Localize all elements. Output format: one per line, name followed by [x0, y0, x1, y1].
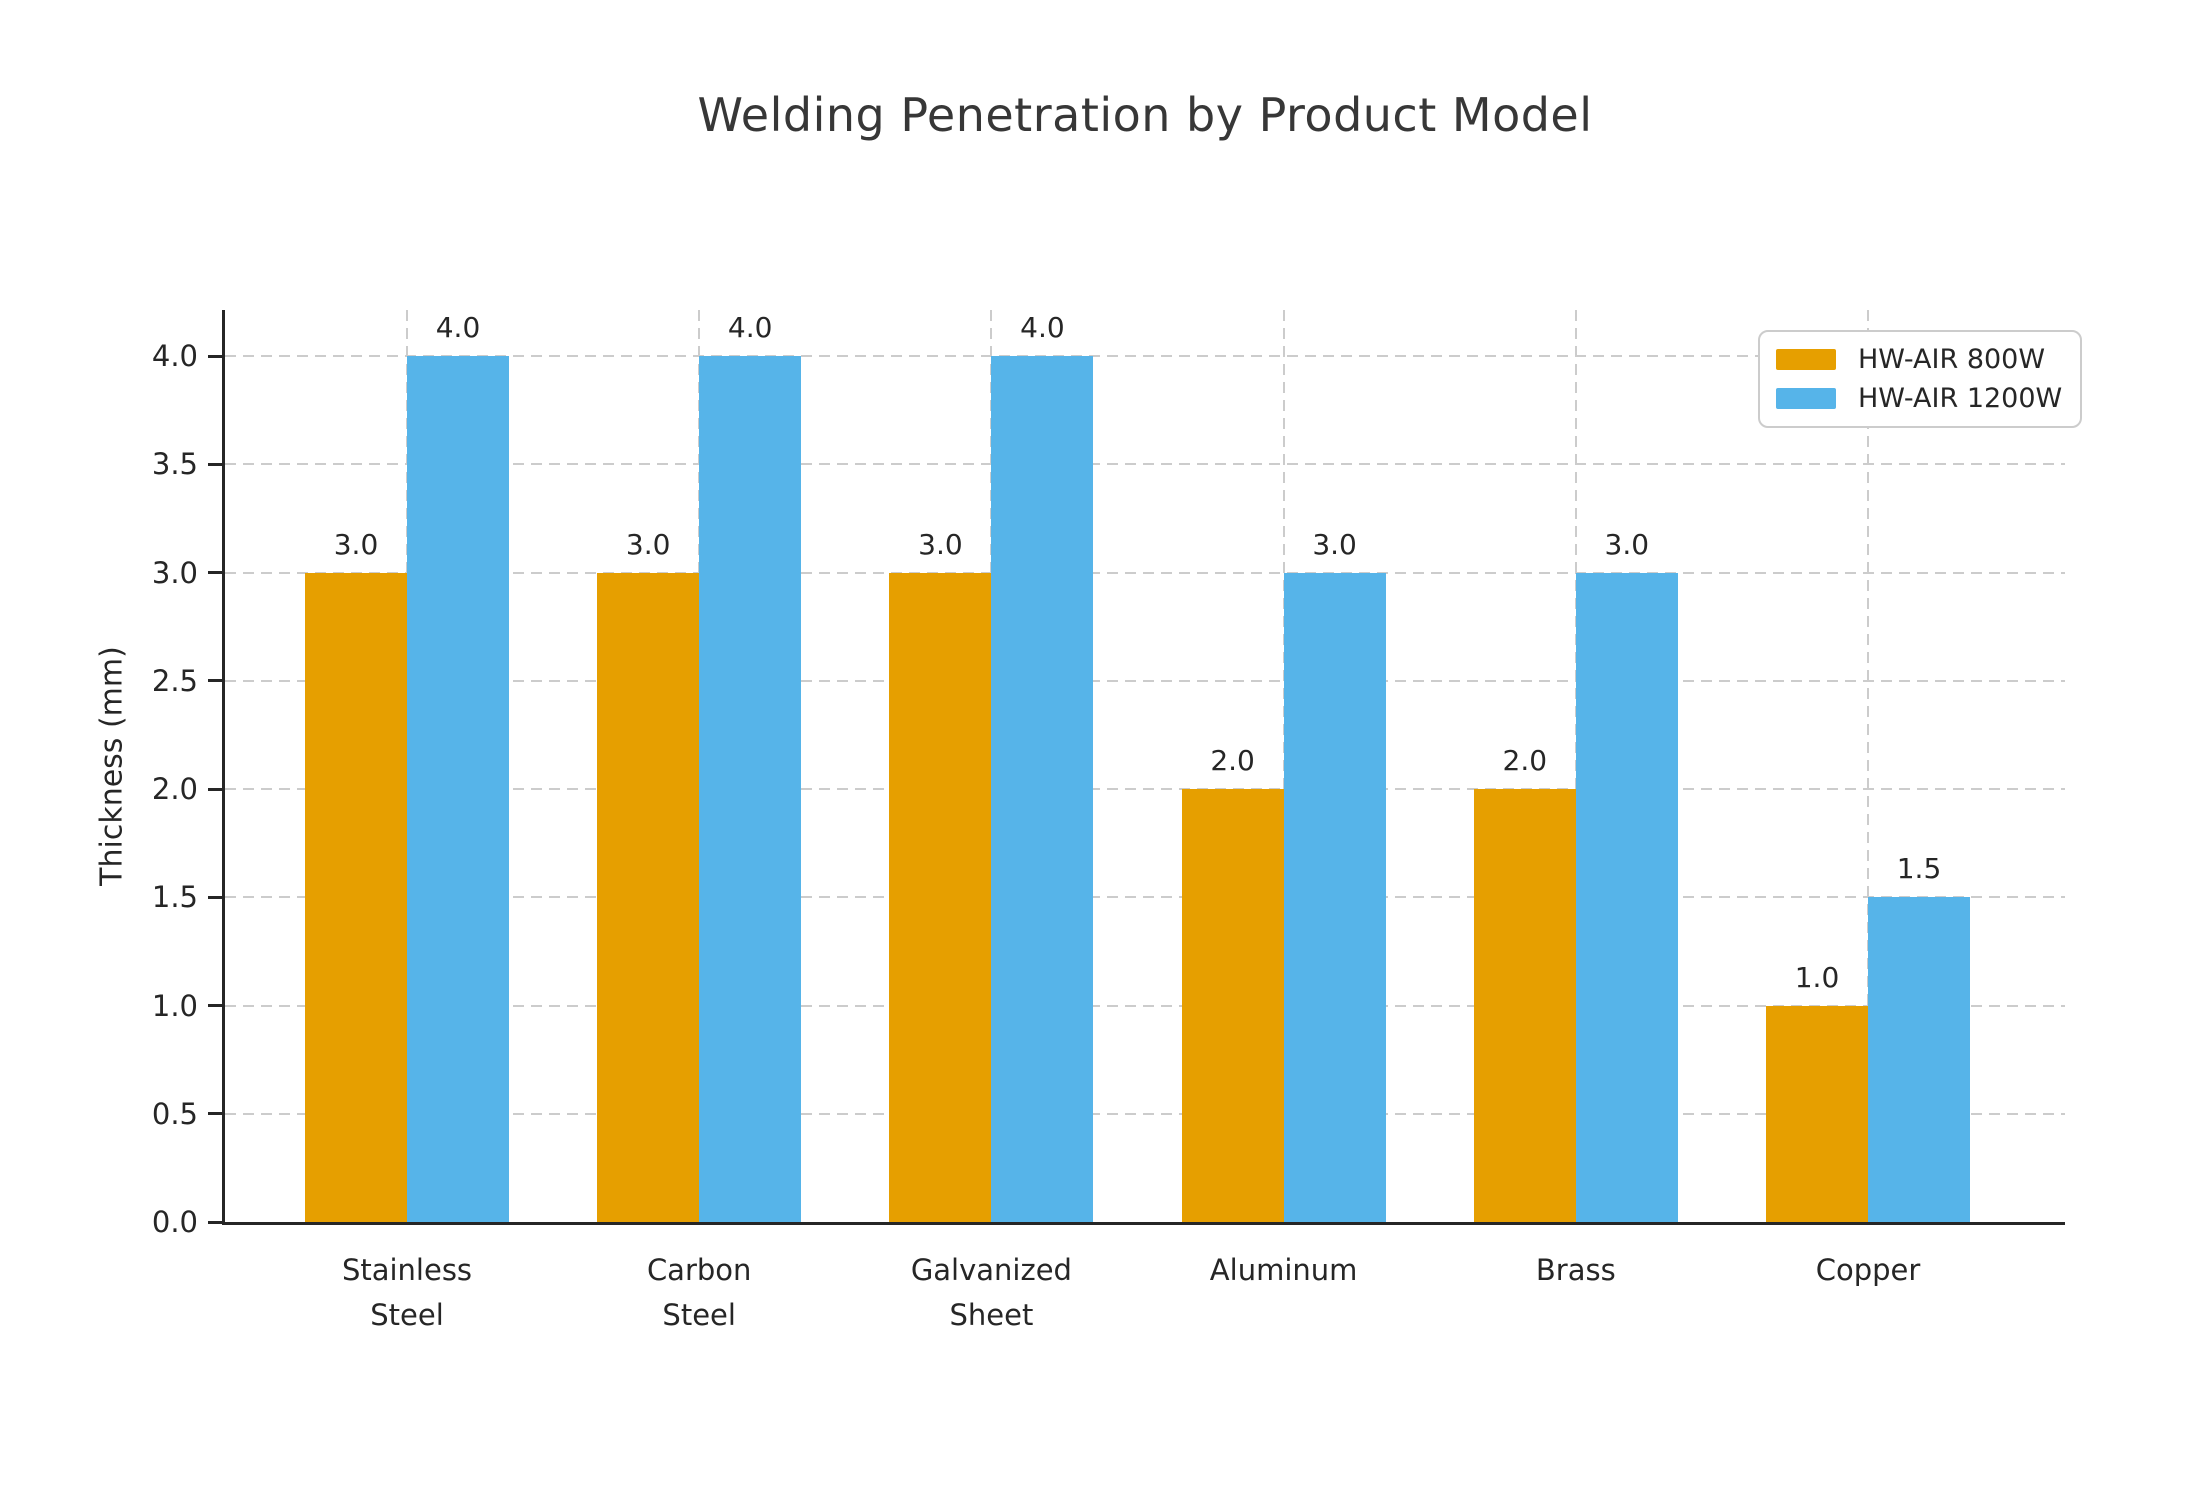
bar-hw-air-1200w-4	[1575, 572, 1678, 1222]
y-tick-mark	[208, 1004, 222, 1007]
bar-value-label: 4.0	[727, 311, 773, 344]
plot-area: 0.0 0.5 1.0 1.5 2.0 2.5 3.0 3.5 4.0 Stainless Ste…	[152, 310, 2065, 1332]
y-tick-label: 1.5	[151, 880, 198, 915]
legend: HW-AIR 800W HW-AIR 1200W	[1758, 330, 2083, 428]
chart-title: Welding Penetration by Product Model	[697, 88, 1593, 142]
bar-value-label: 3.0	[1312, 527, 1357, 561]
y-gridline	[225, 463, 2065, 466]
x-tick-label: Galvanized Sheet	[910, 1253, 1072, 1332]
y-tick-mark	[208, 895, 222, 899]
y-tick-mark	[208, 462, 222, 466]
y-tick-label: 3.0	[151, 555, 198, 590]
y-tick-label: 2.5	[151, 663, 198, 698]
bar-hw-air-800w-0	[305, 572, 407, 1222]
legend-item-hw-air-800w: HW-AIR 800W	[1776, 344, 2062, 375]
y-tick-label: 2.0	[151, 772, 198, 806]
y-tick-mark	[208, 679, 222, 683]
bar-hw-air-1200w-1	[699, 356, 802, 1222]
legend-swatch-hw-air-1200w	[1776, 388, 1836, 409]
y-gridline	[225, 679, 2065, 682]
bar-hw-air-1200w-5	[1868, 897, 1970, 1222]
legend-label-hw-air-800w: HW-AIR 800W	[1858, 344, 2046, 375]
x-axis-spine	[222, 1222, 2065, 1225]
x-gridline	[1867, 310, 1869, 1222]
bar-value-label: 1.0	[1794, 960, 1840, 994]
y-tick-mark	[208, 354, 222, 358]
y-tick-label: 4.0	[151, 339, 198, 373]
bar-hw-air-1200w-2	[991, 356, 1094, 1222]
y-tick-mark	[208, 571, 222, 574]
y-gridline	[225, 1004, 2065, 1007]
bar-value-label: 3.0	[625, 527, 671, 561]
bar-hw-air-800w-2	[889, 572, 992, 1222]
bar-value-label: 4.0	[1020, 311, 1065, 344]
legend-swatch-hw-air-800w	[1776, 349, 1836, 370]
y-gridline	[225, 1112, 2065, 1115]
bar-hw-air-800w-5	[1766, 1005, 1868, 1222]
y-gridline	[225, 788, 2065, 790]
x-tick-label: Stainless Steel	[341, 1253, 473, 1332]
x-tick-label: Brass	[1535, 1253, 1616, 1287]
bar-value-label: 3.0	[918, 527, 963, 561]
bar-value-label: 4.0	[435, 311, 481, 344]
y-gridline	[225, 355, 2065, 357]
bar-hw-air-1200w-3	[1283, 572, 1386, 1222]
y-tick-label: 0.0	[151, 1205, 198, 1239]
bar-value-label: 3.0	[1604, 527, 1650, 561]
y-gridline	[225, 571, 2065, 574]
bar-value-label: 2.0	[1210, 744, 1255, 777]
bar-value-label: 1.5	[1896, 852, 1942, 886]
x-tick-label: Carbon Steel	[646, 1253, 752, 1332]
bar-value-label: 3.0	[333, 527, 379, 561]
legend-label-hw-air-1200w: HW-AIR 1200W	[1858, 383, 2063, 414]
x-tick-label: Copper	[1815, 1253, 1921, 1287]
bar-hw-air-800w-4	[1473, 789, 1576, 1222]
y-tick-label: 3.5	[151, 447, 198, 482]
y-tick-mark	[208, 1220, 222, 1224]
bar-hw-air-800w-1	[597, 572, 700, 1222]
y-gridline	[225, 896, 2065, 899]
bar-hw-air-800w-3	[1181, 789, 1284, 1222]
y-tick-mark	[208, 787, 222, 791]
y-tick-mark	[208, 1112, 222, 1116]
y-axis-spine	[222, 310, 225, 1225]
legend-item-hw-air-1200w: HW-AIR 1200W	[1776, 383, 2062, 414]
y-tick-label: 1.0	[151, 988, 198, 1023]
y-tick-label: 0.5	[151, 1096, 198, 1131]
bar-hw-air-1200w-0	[407, 356, 509, 1222]
bar-value-label: 2.0	[1502, 744, 1548, 777]
x-tick-label: Aluminum	[1209, 1253, 1358, 1287]
